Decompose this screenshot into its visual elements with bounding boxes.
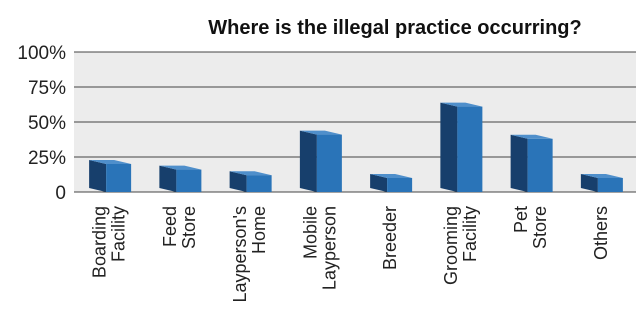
x-tick-label: Store [530,206,550,249]
bar-side [580,174,598,192]
x-tick-label: Store [179,206,199,249]
bar [89,160,132,192]
bar [229,171,272,192]
bar [440,102,483,192]
bar [299,130,342,192]
bar-front [527,138,553,192]
bar-top [299,130,342,135]
bar-front [176,169,202,192]
bar [510,134,553,192]
bar-top [580,174,623,178]
bar-front [387,178,413,192]
x-tick-label: Layperson's [230,206,250,303]
x-tick-label: Others [591,206,611,260]
x-tick-label: Boarding [90,206,110,278]
bar-top [510,134,553,139]
chart-title: Where is the illegal practice occurring? [208,17,581,39]
bar-front [246,175,272,192]
bar-front [106,164,132,192]
x-tick-label: Facility [109,206,129,262]
bar-front [597,178,623,192]
bar-top [159,165,202,170]
bar-front [457,106,483,192]
bar-side [159,165,177,192]
bar-side [299,130,317,192]
bar-front [316,134,342,192]
bar-top [89,160,132,164]
bar-side [229,171,247,192]
bar-side [510,134,528,192]
bar-top [440,102,483,107]
bar-top [229,171,272,176]
x-tick-label: Breeder [380,206,400,270]
bar [580,174,623,192]
x-tick-label: Home [249,206,269,254]
x-tick-label: Facility [460,206,480,262]
bar-side [440,102,458,192]
y-tick-label: 50% [28,113,66,134]
y-tick-label: 100% [17,43,66,64]
y-tick-label: 0 [55,183,66,204]
bar [370,174,413,192]
bar-side [370,174,388,192]
x-tick-label: Layperson [319,206,339,290]
x-tick-label: Pet [511,206,531,233]
x-tick-label: Feed [160,206,180,247]
bar-top [370,174,413,178]
bar-side [89,160,107,192]
y-tick-label: 25% [28,148,66,169]
bar [159,165,202,192]
x-tick-label: Grooming [441,206,461,285]
y-tick-label: 75% [28,78,66,99]
x-tick-label: Mobile [300,206,320,259]
